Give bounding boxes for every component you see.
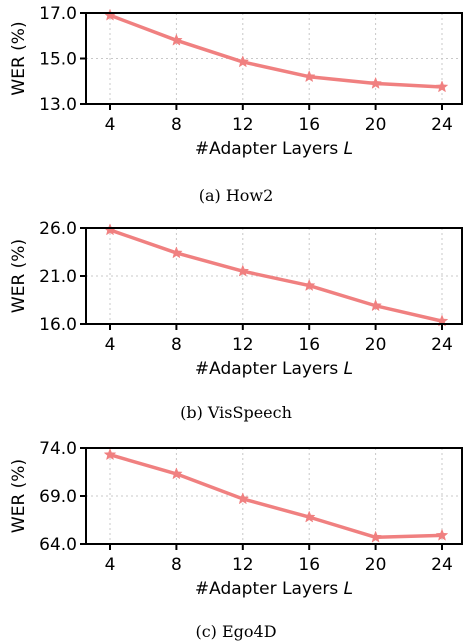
x-tick-label: 8 <box>171 115 182 135</box>
x-tick-label: 20 <box>365 555 387 575</box>
data-point-marker <box>170 467 183 480</box>
x-tick-label: 16 <box>298 555 320 575</box>
series-line <box>108 13 444 89</box>
x-tick-label: 4 <box>105 555 116 575</box>
y-axis-label: WER (%) <box>9 21 29 95</box>
y-tick-label: 17.0 <box>39 4 77 24</box>
data-point-marker <box>103 448 117 461</box>
x-tick-label: 24 <box>431 555 453 575</box>
chart-caption: (a) How2 <box>199 186 274 205</box>
y-tick-label: 64.0 <box>39 535 77 555</box>
chart-caption: (c) Ego4D <box>195 622 276 641</box>
x-tick-label: 4 <box>105 115 116 135</box>
data-point-marker <box>302 510 316 523</box>
y-tick-label: 69.0 <box>39 487 77 507</box>
x-tick-label: 12 <box>232 335 254 355</box>
data-point-marker <box>435 80 449 93</box>
x-tick-label: 16 <box>298 115 320 135</box>
data-point-marker <box>170 33 183 46</box>
x-axis-label-variable: L <box>344 579 353 599</box>
y-axis-label: WER (%) <box>9 459 29 533</box>
y-tick-label: 16.0 <box>39 315 77 335</box>
x-axis-label-text: #Adapter Layers <box>195 579 344 599</box>
data-point-marker <box>369 76 382 89</box>
chart-panel-2: 16.0 21.0 26.0 4 8 12 16 20 24 WER (%) #Adapter La… <box>9 219 463 422</box>
data-point-marker <box>369 299 382 312</box>
x-axis-label: #Adapter Layers L <box>195 139 353 159</box>
data-point-marker <box>236 492 250 505</box>
y-tick-label: 13.0 <box>39 95 77 115</box>
x-tick-label: 20 <box>365 335 387 355</box>
data-point-marker <box>302 278 316 292</box>
series-line <box>108 452 444 540</box>
x-axis-label-variable: L <box>344 139 353 159</box>
chart-caption: (b) VisSpeech <box>180 403 292 422</box>
y-tick-label: 74.0 <box>39 439 77 459</box>
data-point-marker <box>435 528 449 541</box>
chart-panel-1: 13.0 15.0 17.0 4 8 12 16 20 24 WER (%) #Adapter La… <box>9 4 463 205</box>
x-axis-label: #Adapter Layers L <box>195 579 353 599</box>
x-axis-label-text: #Adapter Layers <box>195 359 344 379</box>
data-point-marker <box>302 70 316 83</box>
data-point-marker <box>236 264 250 277</box>
y-tick-label: 15.0 <box>39 50 77 70</box>
data-point-marker <box>236 55 250 68</box>
series-line <box>108 228 444 323</box>
x-tick-label: 8 <box>171 555 182 575</box>
y-tick-label: 26.0 <box>39 219 77 239</box>
x-tick-label: 20 <box>365 115 387 135</box>
x-axis-label: #Adapter Layers L <box>195 359 353 379</box>
x-axis-label-text: #Adapter Layers <box>195 139 344 159</box>
x-tick-label: 16 <box>298 335 320 355</box>
x-axis-label-variable: L <box>344 359 353 379</box>
x-tick-label: 12 <box>232 115 254 135</box>
data-point-marker <box>170 246 183 259</box>
x-tick-label: 4 <box>105 335 116 355</box>
x-tick-label: 8 <box>171 335 182 355</box>
chart-panel-3: 64.0 69.0 74.0 4 8 12 16 20 24 WER (%) #Adapter La… <box>9 439 463 641</box>
x-tick-label: 24 <box>431 115 453 135</box>
x-tick-label: 24 <box>431 335 453 355</box>
y-tick-label: 21.0 <box>39 267 77 287</box>
y-axis-label: WER (%) <box>9 239 29 313</box>
x-tick-label: 12 <box>232 555 254 575</box>
data-point-marker <box>369 530 382 543</box>
